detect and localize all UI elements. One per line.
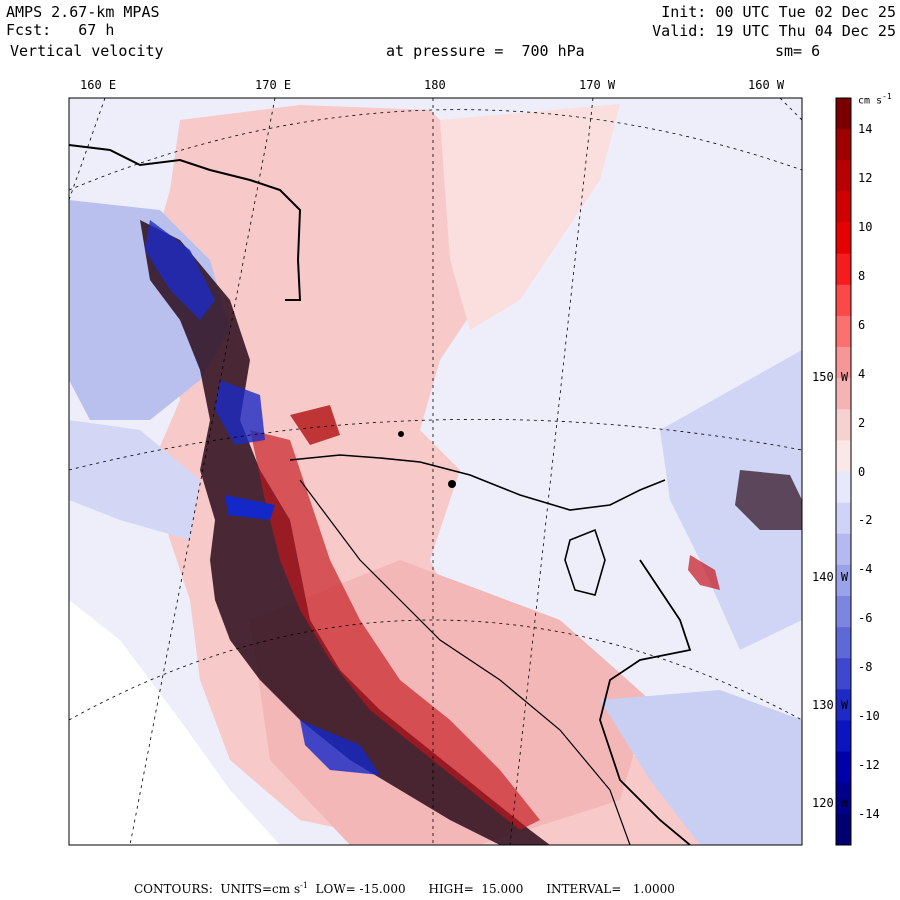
positive-region-east	[440, 104, 620, 330]
dark-spot-east	[735, 470, 802, 530]
negative-region-southeast	[600, 690, 802, 845]
meridian-160w	[779, 98, 802, 121]
lat-label-130w: 130 W	[812, 698, 849, 712]
mountain-band-blue3	[225, 495, 275, 520]
mountain-band-blue2	[215, 380, 265, 445]
init-time: Init: 00 UTC Tue 02 Dec 25	[661, 3, 896, 21]
latitude-circle-2	[69, 418, 802, 471]
model-title: AMPS 2.67-km MPAS	[6, 3, 160, 21]
colorbar-swatch	[836, 782, 851, 815]
forecast-hour: Fcst: 67 h	[6, 21, 115, 39]
contour-range: LOW= -15.000 HIGH= 15.000 INTERVAL= 1.00…	[307, 882, 675, 896]
colorbar-swatch	[836, 284, 851, 317]
colorbar-swatch	[836, 564, 851, 597]
latitude-circle-3	[69, 619, 802, 721]
colorbar-tick-label: -4	[858, 562, 873, 577]
colorbar-swatch	[836, 658, 851, 690]
colorbar-tick-label: -10	[858, 709, 880, 724]
colorbar-swatch	[836, 440, 851, 472]
colorbar-tick-label: 8	[858, 268, 866, 283]
colorbar-swatch	[836, 502, 851, 535]
colorbar-swatch	[836, 627, 851, 659]
lat-label-140w: 140 W	[812, 570, 849, 584]
colorbar-tick-label: -6	[858, 611, 873, 626]
colorbar	[835, 97, 852, 846]
colorbar-tick-label: -2	[858, 513, 873, 528]
white-region	[69, 600, 280, 845]
colorbar-swatch	[836, 689, 851, 721]
colorbar-tick-label: 6	[858, 317, 866, 332]
colorbar-tick-label: 12	[858, 171, 873, 186]
colorbar-units-text: cm s	[858, 95, 883, 107]
colorbar-units-exp: -1	[882, 92, 892, 101]
red-spot-east	[688, 555, 720, 590]
lat-label-120w: 120 W	[812, 796, 849, 810]
lat-label-150w: 150 W	[812, 370, 849, 384]
mountain-band-red	[250, 430, 540, 830]
colorbar-swatch	[836, 409, 851, 441]
colorbar-swatch	[836, 129, 851, 161]
colorbar-swatch	[836, 751, 851, 784]
mountain-band-blue	[145, 220, 215, 320]
pressure-level: at pressure = 700 hPa	[386, 42, 585, 60]
mountain-band-blue4	[300, 720, 380, 775]
negative-region-east	[660, 350, 802, 650]
contour-units-exp: -1	[300, 881, 308, 890]
colorbar-swatch	[836, 253, 851, 286]
negative-region-west2	[69, 420, 200, 540]
meridian-170e	[129, 98, 276, 845]
colorbar-swatch	[836, 160, 851, 192]
lon-label-160e: 160 E	[80, 78, 117, 92]
colorbar-tick-label: 4	[858, 366, 866, 381]
colorbar-tick-label: 14	[858, 122, 873, 137]
colorbar-swatch	[836, 720, 851, 753]
lon-label-170w: 170 W	[579, 78, 616, 92]
colorbar-swatch	[836, 596, 851, 628]
lon-label-180: 180	[424, 78, 446, 92]
lon-label-170e: 170 E	[255, 78, 292, 92]
colorbar-tick-label: 10	[858, 219, 873, 234]
map-frame	[68, 97, 803, 846]
colorbar-swatch	[836, 191, 851, 223]
colorbar-tick-label: -8	[858, 660, 873, 675]
colorbar-swatch	[836, 378, 851, 410]
grounding-line-south	[299, 479, 631, 845]
colorbar-tick-label: -12	[858, 757, 880, 772]
colorbar-units: cm s-1	[858, 92, 892, 106]
colorbar-tick-label: -14	[858, 806, 880, 821]
colorbar-tick-label: 0	[858, 464, 866, 479]
station-marker-2	[398, 431, 404, 437]
smoothing: sm= 6	[775, 42, 821, 60]
colorbar-swatch	[836, 533, 851, 566]
colorbar-tick-label: 2	[858, 415, 866, 430]
coastline-east	[599, 559, 692, 845]
contour-info: CONTOURS: UNITS=cm s-1 LOW= -15.000 HIGH…	[134, 881, 675, 896]
colorbar-swatch	[836, 222, 851, 255]
coastline-north	[69, 144, 302, 301]
colorbar-swatch	[836, 315, 851, 348]
lon-label-160w: 160 W	[748, 78, 785, 92]
colorbar-swatch	[836, 471, 851, 504]
colorbar-swatch	[836, 813, 851, 846]
colorbar-swatch	[836, 98, 851, 130]
contour-units: CONTOURS: UNITS=cm s	[134, 882, 301, 896]
ross-ice-shelf-front	[289, 454, 666, 511]
station-marker	[448, 480, 456, 488]
field-name: Vertical velocity	[10, 42, 164, 60]
roosevelt-island	[564, 528, 606, 596]
valid-time: Valid: 19 UTC Thu 04 Dec 25	[652, 22, 896, 40]
colorbar-swatch	[836, 347, 851, 379]
colorbar-frame	[835, 97, 852, 846]
red-spot-ross	[290, 405, 340, 445]
mountain-band-dark	[140, 220, 550, 845]
